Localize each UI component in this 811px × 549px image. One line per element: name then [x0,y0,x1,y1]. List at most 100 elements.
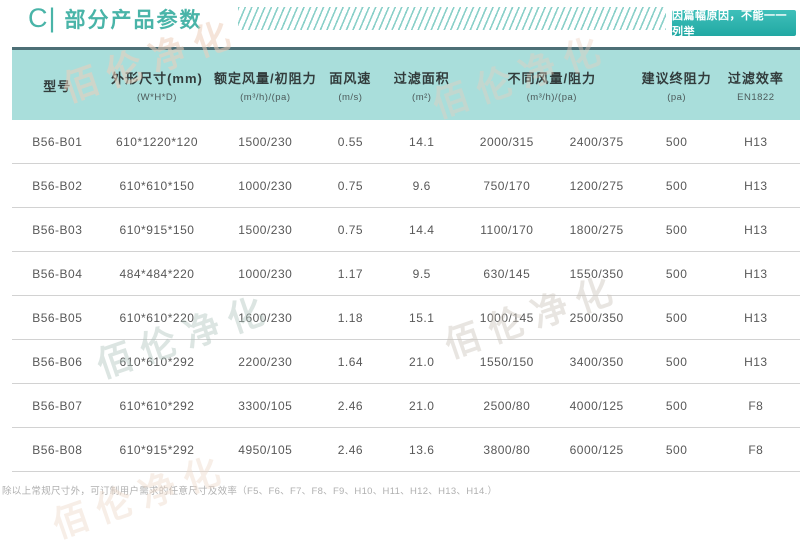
page-title-text: 部分产品参数 [64,9,203,32]
column-header-label: 建议终阻力 [641,70,712,86]
column-header-label: 过滤面积 [393,70,450,86]
table-cell: B56-B08 [32,442,83,457]
table-cell: 4950/105 [238,442,293,457]
column-header: 过滤面积 (m²) [382,50,462,120]
note-badge: 因篇幅原因，不能一一列举 [672,10,796,38]
table-cell: 9.5 [412,266,431,281]
column-header-unit: (m²) [412,91,432,103]
table-cell: F8 [748,398,764,413]
table-cell: 500 [665,178,688,193]
table-cell: 1100/170 [480,222,534,237]
table-cell: H13 [744,134,768,149]
table-cell: 500 [665,442,688,457]
section-letter: C| [28,3,57,33]
table-cell: B56-B05 [32,310,83,325]
table-cell: 2.46 [337,398,364,413]
table-cell: 500 [665,134,688,149]
table-cell: 14.1 [409,134,435,149]
column-header: 额定风量/初阻力 (m³/h)/(pa) [211,50,319,120]
table-cell: 1550/150 [479,354,534,369]
table-row: B56-B01 610*1220*120 1500/230 0.55 14.1 2000/… [12,120,800,164]
table-cell: 1200/275 [569,178,624,193]
table-cell: H13 [744,222,768,237]
column-header: 过滤效率 EN1822 [712,50,800,120]
column-header-label: 额定风量/初阻力 [214,70,317,86]
table-cell: B56-B06 [32,354,83,369]
column-header: 不同风量/阻力 (m³/h)/(pa) [462,50,642,120]
table-row: B56-B04 484*484*220 1000/230 1.17 9.5 630/145… [12,252,800,296]
column-header-unit: (m³/h)/(pa) [240,91,291,103]
table-row: B56-B07 610*610*292 3300/105 2.46 21.0 2500/8… [12,384,800,428]
table-row: B56-B08 610*915*292 4950/105 2.46 13.6 3800/8… [12,428,800,472]
table-cell: 3400/350 [569,354,624,369]
footnote: 除以上常规尺寸外，可订制用户需求的任意尺寸及效率（F5、F6、F7、F8、F9、… [2,486,498,497]
table-cell: H13 [744,266,768,281]
table-cell: 1000/230 [238,178,293,193]
table-cell: 1600/230 [238,310,293,325]
table-cell: 500 [665,398,688,413]
table-cell: 500 [665,354,688,369]
table-row: B56-B05 610*610*220 1600/230 1.18 15.1 1000/1… [12,296,800,340]
table-body: B56-B01 610*1220*120 1500/230 0.55 14.1 2000/… [12,120,800,472]
table-cell: 15.1 [409,310,435,325]
column-header-label: 外形尺寸(mm) [111,70,203,86]
table-cell: 1500/230 [238,222,293,237]
column-header-unit: (W*H*D) [137,91,177,103]
column-header: 外形尺寸(mm) (W*H*D) [103,50,212,120]
table-cell: 750/170 [483,178,531,193]
table-cell: 2000/315 [479,134,534,149]
table-cell: B56-B04 [32,266,83,281]
table-cell: 500 [665,266,688,281]
table-cell: B56-B01 [32,134,83,149]
column-header: 建议终阻力 (pa) [642,50,712,120]
table-cell: B56-B02 [32,178,83,193]
table-cell: 1000/145 [479,310,534,325]
table-cell: 610*610*150 [119,178,195,193]
table-cell: 500 [665,222,688,237]
table-cell: 610*915*150 [119,222,195,237]
table-cell: 630/145 [483,266,531,281]
table-cell: F8 [748,442,764,457]
table-cell: B56-B03 [32,222,83,237]
table-cell: 1800/275 [569,222,624,237]
column-header-unit: (m/s) [338,91,363,103]
table-cell: 1.18 [337,310,364,325]
table-cell: 1550/350 [569,266,624,281]
table-cell: 610*610*292 [119,354,195,369]
table-cell: 2400/375 [569,134,624,149]
column-header-label: 型号 [43,78,72,94]
column-header-unit: (pa) [667,91,687,103]
column-header-unit: (m³/h)/(pa) [526,91,577,103]
table-cell: 610*1220*120 [115,134,199,149]
column-header-label: 不同风量/阻力 [507,70,597,86]
table-cell: 610*915*292 [119,442,195,457]
table-cell: 1.64 [337,354,364,369]
column-header: 型号 [12,50,103,120]
table-cell: 610*610*220 [119,310,195,325]
page-title: C| 部分产品参数 [28,3,203,34]
table-cell: 9.6 [412,178,431,193]
table-cell: 0.55 [337,134,364,149]
product-spec-table: 型号 外形尺寸(mm) (W*H*D) 额定风量/初阻力 (m³/h)/(pa) 面风速 (… [12,47,800,472]
table-cell: 13.6 [409,442,435,457]
table-cell: H13 [744,178,768,193]
column-header: 面风速 (m/s) [319,50,381,120]
table-cell: H13 [744,354,768,369]
table-cell: 14.4 [409,222,435,237]
table-cell: 3800/80 [483,442,531,457]
table-row: B56-B06 610*610*292 2200/230 1.64 21.0 1550/1… [12,340,800,384]
table-cell: 1000/230 [238,266,293,281]
table-cell: 484*484*220 [119,266,195,281]
table-cell: 3300/105 [238,398,293,413]
column-header-label: 面风速 [329,70,372,86]
table-cell: 610*610*292 [119,398,195,413]
table-cell: 2200/230 [238,354,293,369]
table-cell: 4000/125 [569,398,624,413]
table-header-row: 型号 外形尺寸(mm) (W*H*D) 额定风量/初阻力 (m³/h)/(pa) 面风速 (… [12,50,800,120]
column-header-unit: EN1822 [737,91,775,103]
table-cell: 500 [665,310,688,325]
table-cell: 1500/230 [238,134,293,149]
table-cell: B56-B07 [32,398,83,413]
table-cell: 2.46 [337,442,364,457]
table-cell: 0.75 [337,222,364,237]
